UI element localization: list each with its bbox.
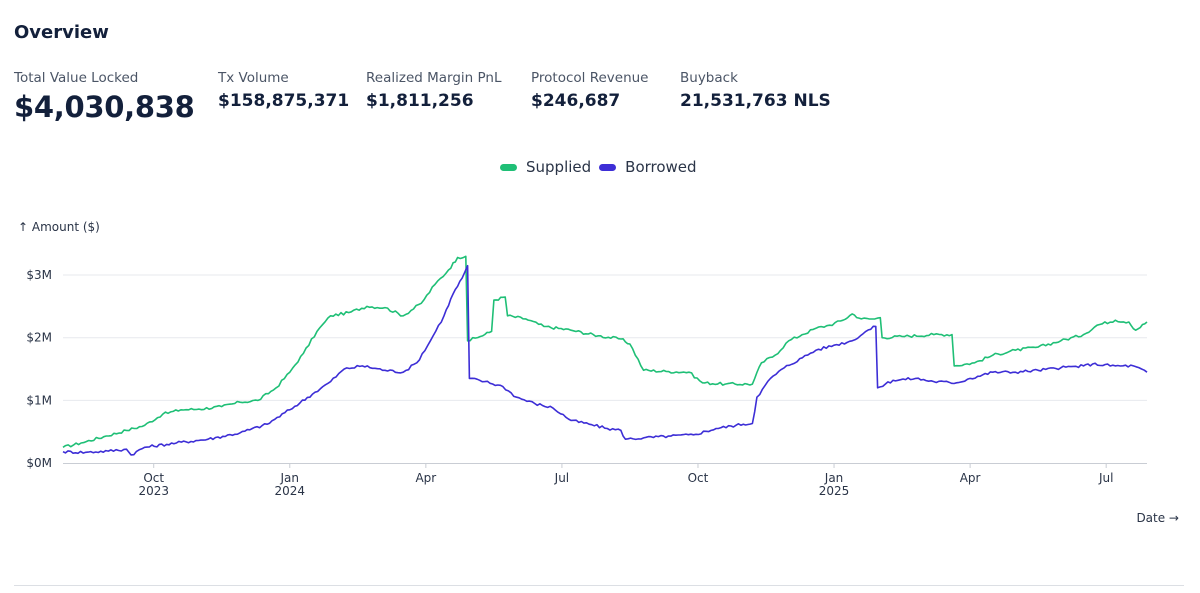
divider <box>14 585 1184 586</box>
series-line-supplied <box>62 255 1148 448</box>
legend-label-borrowed: Borrowed <box>625 158 697 176</box>
x-tick-year-label: 2024 <box>275 484 306 498</box>
x-tick-label: Oct <box>688 471 709 485</box>
legend-swatch-supplied <box>500 163 517 171</box>
x-tick-label: Jul <box>554 471 569 485</box>
stat-total-value-locked: Total Value Locked $4,030,838 <box>14 70 195 124</box>
x-tick-year-label: 2025 <box>819 484 850 498</box>
series-line-borrowed <box>62 264 1148 456</box>
stat-label: Protocol Revenue <box>531 70 649 86</box>
chart-legend: Supplied Borrowed <box>500 158 705 176</box>
x-tick-year-label: 2023 <box>138 484 169 498</box>
y-tick-label: $2M <box>26 331 52 345</box>
stat-realized-margin-pnl: Realized Margin PnL $1,811,256 <box>366 70 502 111</box>
legend-swatch-borrowed <box>599 163 617 171</box>
stat-label: Total Value Locked <box>14 70 139 86</box>
x-axis-label: Date → <box>1136 511 1179 525</box>
y-tick-label: $0M <box>26 456 52 470</box>
stat-value: $4,030,838 <box>14 90 195 124</box>
stat-label: Realized Margin PnL <box>366 70 502 86</box>
x-tick-label: Jan <box>280 471 300 485</box>
stat-protocol-revenue: Protocol Revenue $246,687 <box>531 70 649 111</box>
stat-value: $158,875,371 <box>218 91 350 111</box>
page-title: Overview <box>14 22 109 43</box>
stat-value: $1,811,256 <box>366 91 474 111</box>
stat-label: Tx Volume <box>218 70 289 86</box>
x-tick-label: Apr <box>415 471 436 485</box>
legend-item-supplied[interactable]: Supplied <box>500 158 591 176</box>
legend-item-borrowed[interactable]: Borrowed <box>599 158 697 176</box>
x-tick-label: Oct <box>143 471 164 485</box>
stat-value: 21,531,763 NLS <box>680 91 831 111</box>
y-tick-label: $3M <box>26 268 52 282</box>
legend-label-supplied: Supplied <box>526 158 592 176</box>
x-tick-label: Jan <box>824 471 844 485</box>
x-tick-label: Apr <box>960 471 981 485</box>
y-tick-label: $1M <box>26 393 52 407</box>
stat-value: $246,687 <box>531 91 621 111</box>
x-tick-label: Jul <box>1098 471 1113 485</box>
y-axis-label: ↑ Amount ($) <box>18 220 100 234</box>
line-chart[interactable]: ↑ Amount ($)Date →$0M$1M$2M$3MOct2023Jan… <box>0 210 1200 540</box>
stat-tx-volume: Tx Volume $158,875,371 <box>218 70 349 111</box>
stat-buyback: Buyback 21,531,763 NLS <box>680 70 831 111</box>
stat-label: Buyback <box>680 70 738 86</box>
